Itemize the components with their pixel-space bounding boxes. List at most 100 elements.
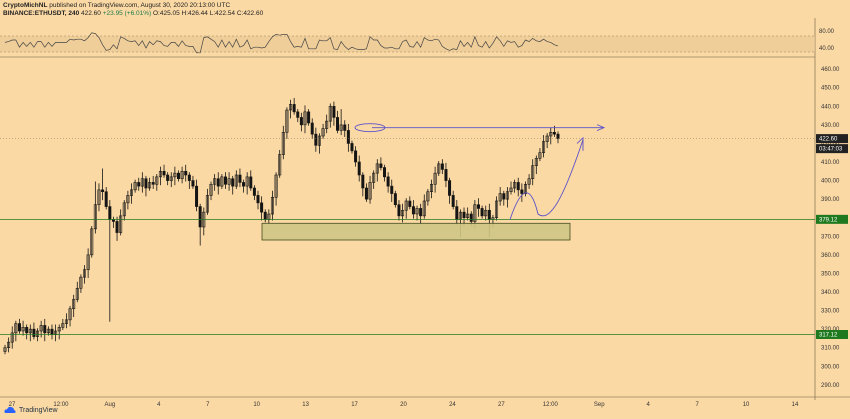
candle-body: [242, 182, 246, 187]
candle-body: [484, 209, 488, 217]
candle-body: [28, 328, 32, 334]
candle-body: [281, 131, 285, 155]
candle-body: [303, 111, 307, 126]
candle-body: [223, 176, 227, 185]
candle-body: [122, 202, 126, 217]
candle-body: [473, 204, 477, 222]
candle-body: [426, 191, 430, 202]
candle-body: [498, 193, 502, 202]
candle-body: [238, 174, 242, 183]
candle-body: [137, 182, 141, 187]
candle-body: [245, 176, 249, 187]
candle-body: [180, 170, 184, 180]
candle-body: [545, 135, 549, 142]
y-tick-label: 450.00: [821, 86, 840, 92]
x-tick-label: 27: [498, 402, 505, 408]
candle-body: [32, 328, 36, 337]
candle-body: [270, 196, 274, 215]
candle-body: [187, 174, 191, 181]
y-tick-label: 460.00: [821, 67, 840, 73]
candle-body: [126, 195, 130, 204]
y-tick-label: 290.00: [821, 383, 840, 389]
candle-body: [162, 170, 166, 176]
price-label-bg: [816, 144, 848, 154]
candle-body: [158, 170, 162, 178]
x-tick-label: 27: [9, 402, 16, 408]
projection-arrow-head: [576, 136, 584, 151]
candle-body: [487, 209, 491, 220]
candle-body: [339, 124, 343, 131]
projection-curve: [509, 139, 584, 220]
candle-body: [364, 187, 368, 200]
y-tick-label: 340.00: [821, 290, 840, 296]
candle-body: [68, 308, 72, 321]
y-tick-label: 350.00: [821, 271, 840, 277]
candle-body: [285, 109, 289, 133]
x-tick-label: 10: [743, 402, 750, 408]
candle-body: [408, 200, 412, 207]
candle-body: [451, 195, 455, 207]
candle-body: [43, 325, 47, 334]
x-tick-label: 7: [695, 402, 699, 408]
candle-body: [321, 128, 325, 137]
x-tick-label: 20: [400, 402, 407, 408]
candle-body: [368, 182, 372, 200]
chart-header: CryptoMichNL published on TradingView.co…: [3, 2, 263, 18]
candle-body: [25, 326, 29, 334]
price-label: 379.12: [819, 217, 838, 223]
x-tick-label: 7: [206, 402, 210, 408]
candle-body: [39, 325, 43, 332]
candle-body: [252, 187, 256, 196]
candle-body: [386, 176, 390, 187]
candle-body: [227, 178, 231, 185]
y-tick-label: 430.00: [821, 123, 840, 129]
candle-body: [495, 200, 499, 219]
candle-body: [336, 117, 340, 131]
candle-body: [354, 150, 358, 163]
x-tick-label: Sep: [594, 402, 605, 408]
candle-body: [64, 319, 68, 324]
candle-body: [130, 189, 134, 196]
x-tick-label: 13: [302, 402, 309, 408]
candle-body: [397, 204, 401, 217]
candle-body: [195, 185, 199, 207]
candle-body: [10, 332, 14, 343]
candle-body: [448, 180, 452, 196]
candle-body: [462, 211, 466, 219]
candle-body: [429, 183, 433, 193]
candle-body: [249, 176, 253, 189]
candle-body: [520, 189, 524, 194]
candle-body: [437, 163, 441, 174]
candle-body: [184, 170, 188, 176]
x-tick-label: 12:00: [543, 402, 559, 408]
x-tick-label: 4: [157, 402, 161, 408]
candle-body: [513, 182, 517, 189]
candle-body: [390, 185, 394, 194]
candle-body: [444, 169, 448, 181]
candle-body: [549, 131, 553, 137]
x-tick-label: 12:00: [53, 402, 69, 408]
candle-body: [328, 105, 332, 122]
candle-body: [83, 269, 87, 278]
candle-body: [61, 323, 65, 328]
price-change: +23.95 (+6.01%): [102, 10, 152, 17]
candle-body: [205, 195, 209, 213]
publish-info: published on TradingView.com, August 30,…: [49, 2, 231, 9]
candle-body: [93, 204, 97, 230]
candle-body: [173, 172, 177, 178]
x-tick-label: 14: [792, 402, 799, 408]
price-label-bg: [816, 134, 848, 144]
y-tick-label: 310.00: [821, 346, 840, 352]
price-label: 317.12: [819, 332, 838, 338]
candle-body: [209, 183, 213, 196]
symbol-label: BINANCE:ETHUSDT, 240: [3, 10, 80, 17]
candle-body: [516, 182, 520, 191]
candle-body: [46, 328, 50, 334]
candle-body: [552, 131, 556, 135]
candle-body: [419, 208, 423, 217]
x-tick-label: 24: [449, 402, 456, 408]
candle-body: [542, 141, 546, 154]
candle-body: [97, 189, 101, 206]
